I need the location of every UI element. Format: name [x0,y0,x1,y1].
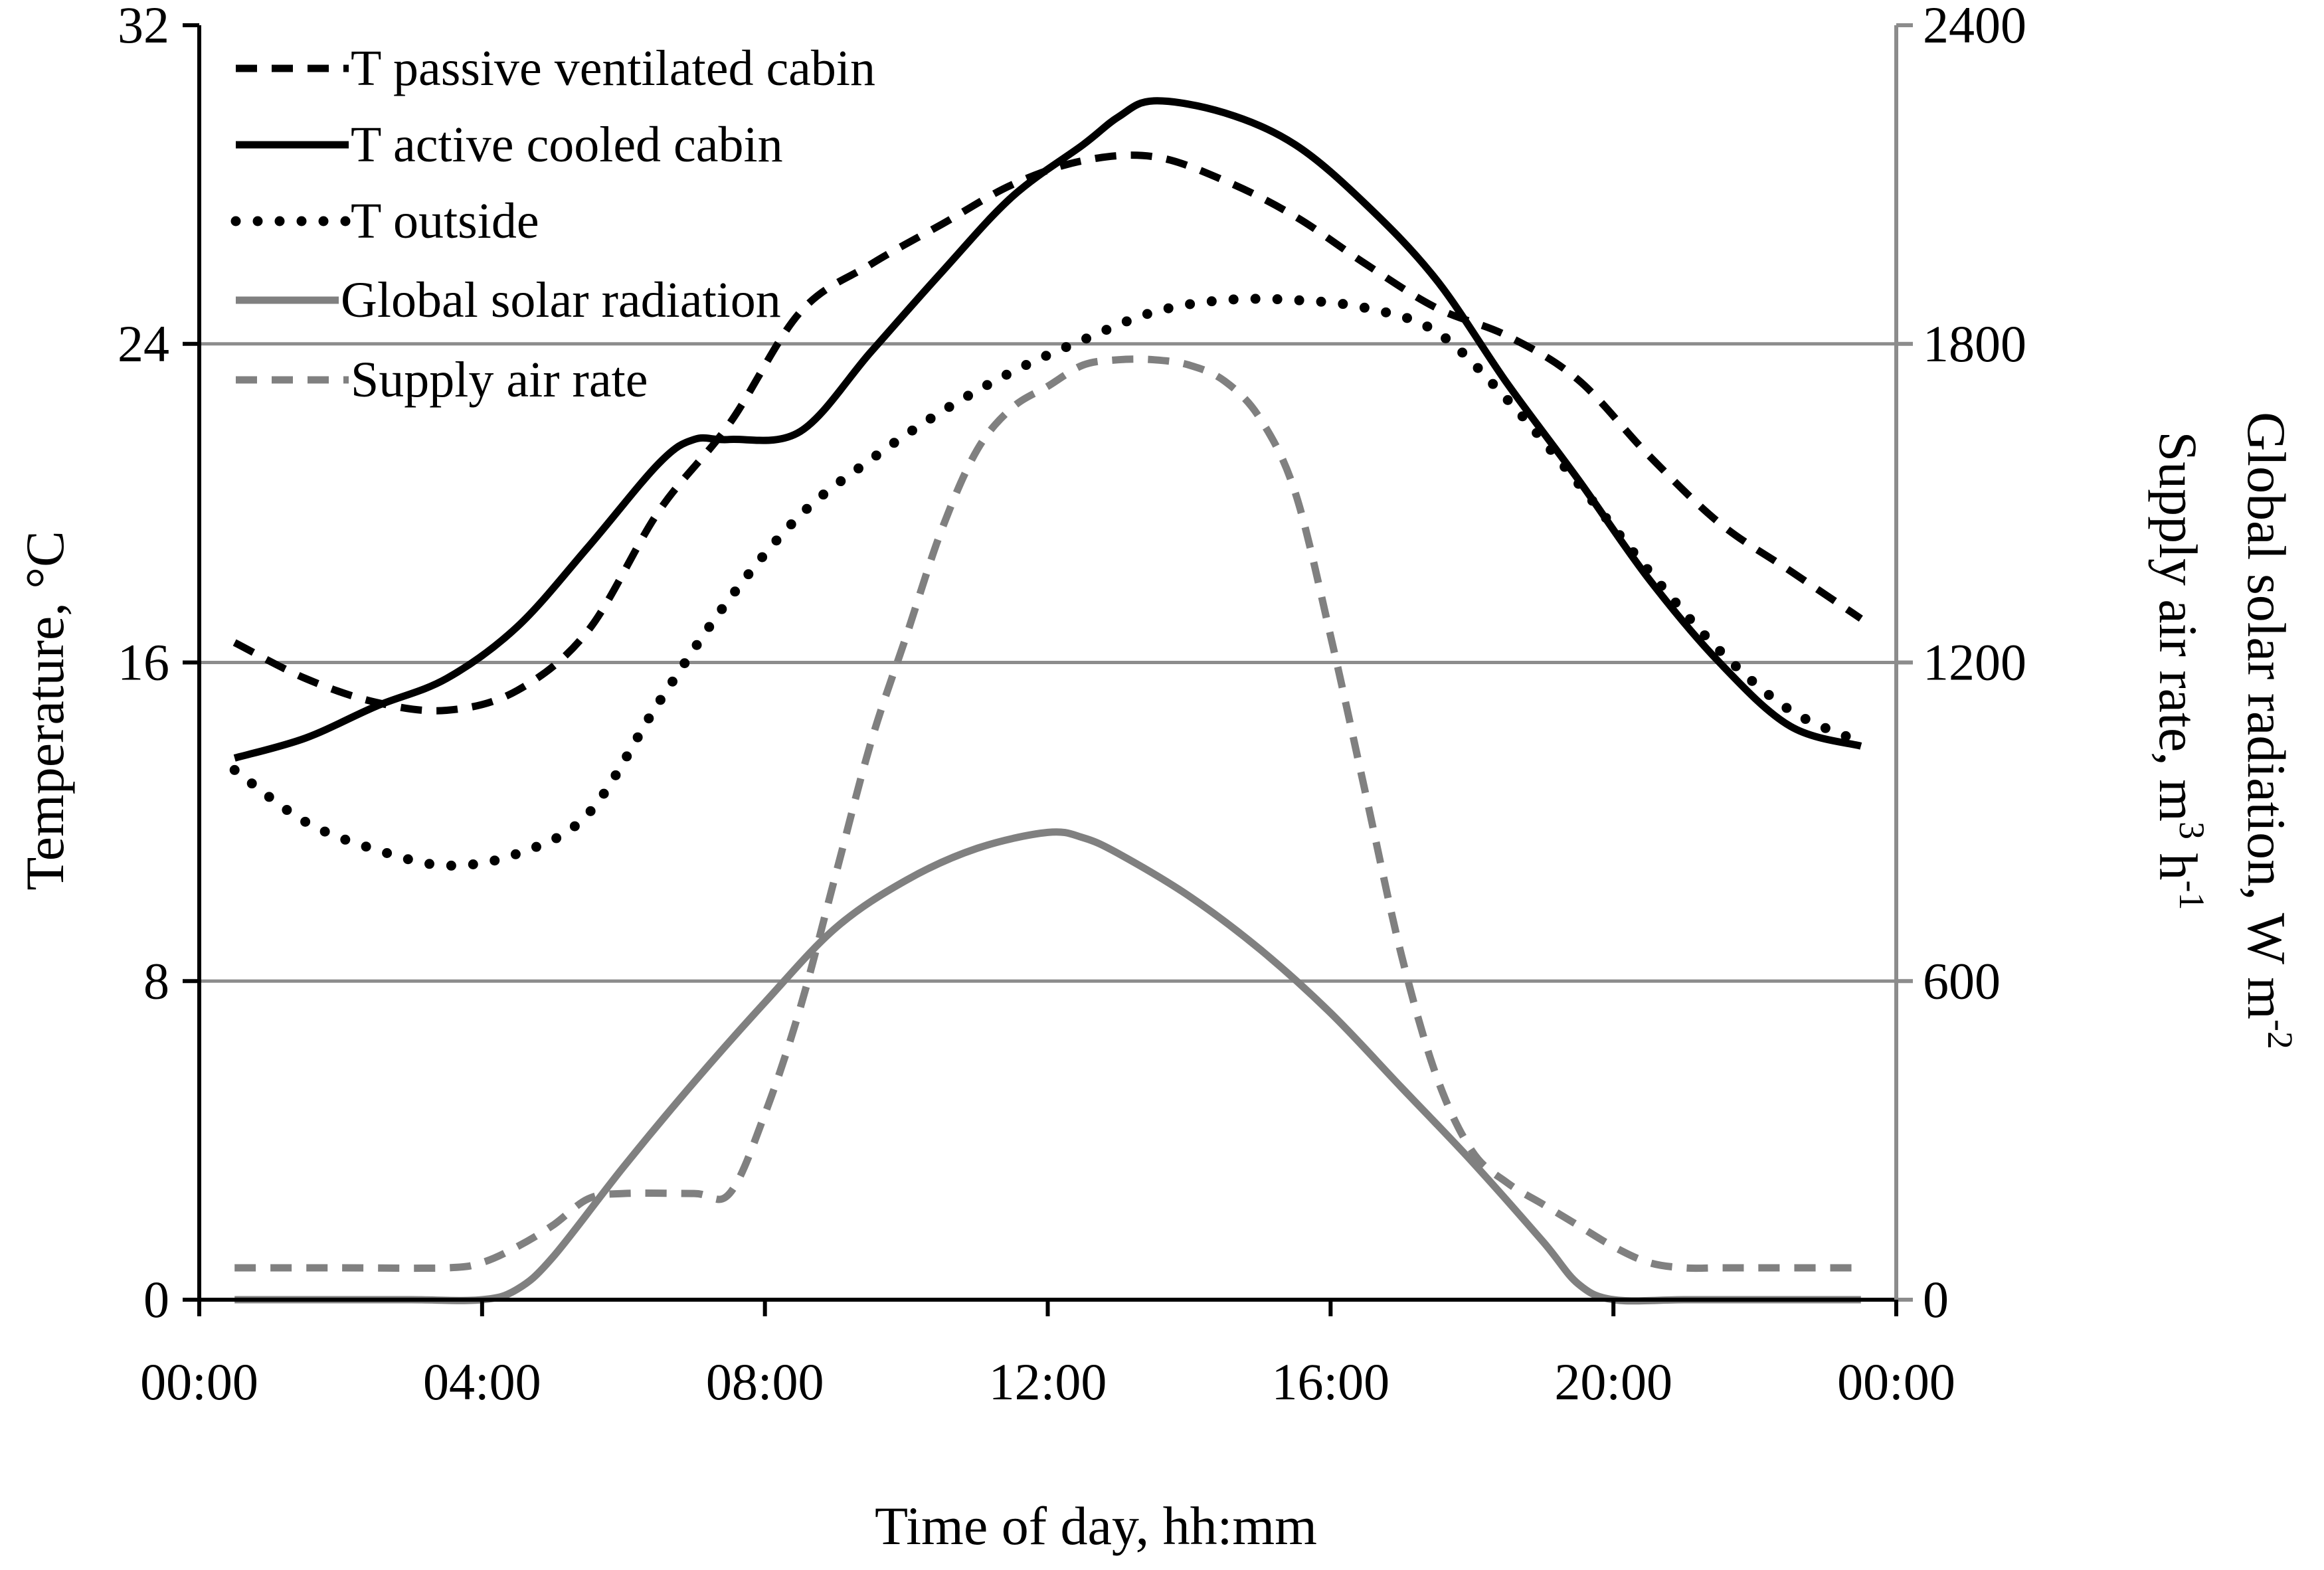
x-tick-label: 12:00 [989,1353,1107,1411]
supply-title-sup1: 3 [2172,822,2212,839]
radiation-title-sup: -2 [2260,1019,2300,1049]
series-active-cabin [233,97,1862,762]
y-tick-label-left: 24 [118,315,169,373]
gridlines [199,342,1913,983]
legend-label-outside: T outside [351,193,539,249]
axes: 0 8 16 24 32 0 600 1200 1800 2400 00:00 04:00 08:00 1… [118,0,2026,1411]
legend-label-passive: T passive ventilated cabin [351,41,875,96]
legend-entry: Supply air rate [236,352,648,408]
y-axis-title-right-radiation: Global solar radiation, W m-2 [2236,412,2300,1049]
y-tick-label-left: 0 [143,1270,169,1328]
y-tick-label-right: 0 [1923,1270,1949,1328]
y-tick-label-right: 1200 [1923,634,2026,691]
legend-entry: Global solar radiation [236,272,781,328]
y-tick-label-right: 1800 [1923,315,2026,373]
legend-label-active: T active cooled cabin [351,117,783,173]
series-passive-cabin [232,151,1863,715]
legend-label-supply: Supply air rate [351,352,648,408]
x-tick-label: 00:00 [140,1353,258,1411]
x-tick-label: 20:00 [1554,1353,1672,1411]
y-axis-title-right-supply-air: Supply air rate, m3 h-1 [2148,431,2212,910]
x-tick-label: 00:00 [1837,1353,1955,1411]
legend-entry: T passive ventilated cabin [236,41,875,96]
y-tick-label-right: 600 [1923,952,2001,1009]
supply-title-pre: Supply air rate, m [2148,431,2208,822]
legend-entry: T active cooled cabin [236,117,783,173]
x-tick-label: 04:00 [423,1353,541,1411]
x-tick-label: 16:00 [1271,1353,1389,1411]
y-tick-label-left: 32 [118,0,169,54]
supply-title-sup2: -1 [2172,881,2212,911]
series-supply-air [234,355,1861,1272]
legend-label-radiation: Global solar radiation [341,272,781,328]
supply-title-mid: h [2148,839,2208,881]
legend-entry: T outside [230,193,539,249]
plot-series [229,97,1866,1305]
legend: T passive ventilated cabin T active cool… [230,41,875,408]
y-tick-label-left: 8 [143,952,169,1009]
y-tick-label-left: 16 [118,634,169,691]
radiation-title-main: Global solar radiation, W m [2236,412,2297,1019]
x-axis-title: Time of day, hh:mm [875,1496,1317,1556]
x-tick-label: 08:00 [706,1353,824,1411]
series-solar-radiation [234,828,1861,1305]
y-axis-title-left: Temperature, °C [15,531,75,891]
y-tick-label-right: 2400 [1923,0,2026,54]
